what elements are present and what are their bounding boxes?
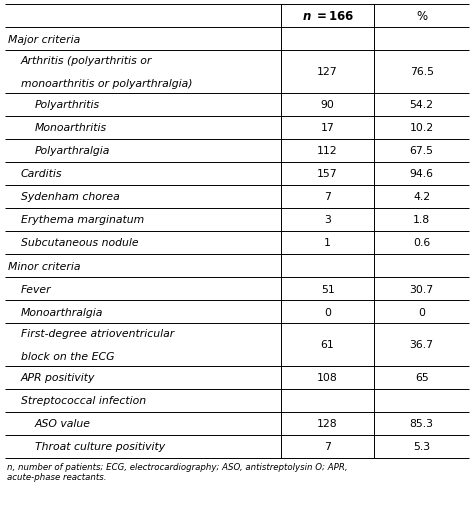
Text: Major criteria: Major criteria bbox=[9, 35, 81, 45]
Text: Throat culture positivity: Throat culture positivity bbox=[35, 441, 165, 451]
Text: 54.2: 54.2 bbox=[410, 100, 434, 110]
Text: First-degree atrioventricular: First-degree atrioventricular bbox=[21, 328, 174, 338]
Text: 51: 51 bbox=[321, 284, 335, 294]
Text: $\bfit{n}$ $\bf{= 166}$: $\bfit{n}$ $\bf{= 166}$ bbox=[301, 10, 354, 23]
Text: 1: 1 bbox=[324, 238, 331, 248]
Text: 0: 0 bbox=[324, 307, 331, 317]
Text: Carditis: Carditis bbox=[21, 169, 63, 179]
Text: 5.3: 5.3 bbox=[413, 441, 430, 451]
Text: Subcutaneous nodule: Subcutaneous nodule bbox=[21, 238, 138, 248]
Text: 4.2: 4.2 bbox=[413, 192, 430, 202]
Text: Monoarthralgia: Monoarthralgia bbox=[21, 307, 103, 317]
Text: n, number of patients; ECG, electrocardiography; ASO, antistreptolysin O; APR,
a: n, number of patients; ECG, electrocardi… bbox=[7, 462, 348, 482]
Text: 90: 90 bbox=[320, 100, 335, 110]
Text: 36.7: 36.7 bbox=[410, 340, 434, 350]
Text: block on the ECG: block on the ECG bbox=[21, 351, 115, 361]
Text: Streptococcal infection: Streptococcal infection bbox=[21, 395, 146, 406]
Text: Minor criteria: Minor criteria bbox=[9, 261, 81, 271]
Text: 0.6: 0.6 bbox=[413, 238, 430, 248]
Text: Erythema marginatum: Erythema marginatum bbox=[21, 215, 144, 225]
Text: Fever: Fever bbox=[21, 284, 52, 294]
Text: 7: 7 bbox=[324, 192, 331, 202]
Text: 7: 7 bbox=[324, 441, 331, 451]
Text: 30.7: 30.7 bbox=[410, 284, 434, 294]
Text: 94.6: 94.6 bbox=[410, 169, 434, 179]
Text: Monoarthritis: Monoarthritis bbox=[35, 123, 107, 133]
Text: Polyarthralgia: Polyarthralgia bbox=[35, 146, 110, 156]
Text: 0: 0 bbox=[418, 307, 425, 317]
Text: 65: 65 bbox=[415, 373, 428, 382]
Text: 67.5: 67.5 bbox=[410, 146, 434, 156]
Text: 157: 157 bbox=[317, 169, 338, 179]
Text: 10.2: 10.2 bbox=[410, 123, 434, 133]
Text: 61: 61 bbox=[321, 340, 335, 350]
Text: 128: 128 bbox=[317, 418, 338, 429]
Text: Polyarthritis: Polyarthritis bbox=[35, 100, 100, 110]
Text: Arthritis (polyarthritis or: Arthritis (polyarthritis or bbox=[21, 56, 152, 66]
Text: 76.5: 76.5 bbox=[410, 67, 434, 77]
Text: monoarthritis or polyarthralgia): monoarthritis or polyarthralgia) bbox=[21, 79, 192, 89]
Text: ASO value: ASO value bbox=[35, 418, 91, 429]
Text: 85.3: 85.3 bbox=[410, 418, 434, 429]
Text: 1.8: 1.8 bbox=[413, 215, 430, 225]
Text: %: % bbox=[416, 10, 427, 23]
Text: 3: 3 bbox=[324, 215, 331, 225]
Text: APR positivity: APR positivity bbox=[21, 373, 95, 382]
Text: 108: 108 bbox=[317, 373, 338, 382]
Text: 127: 127 bbox=[317, 67, 338, 77]
Text: 112: 112 bbox=[317, 146, 338, 156]
Text: Sydenham chorea: Sydenham chorea bbox=[21, 192, 120, 202]
Text: 17: 17 bbox=[321, 123, 335, 133]
